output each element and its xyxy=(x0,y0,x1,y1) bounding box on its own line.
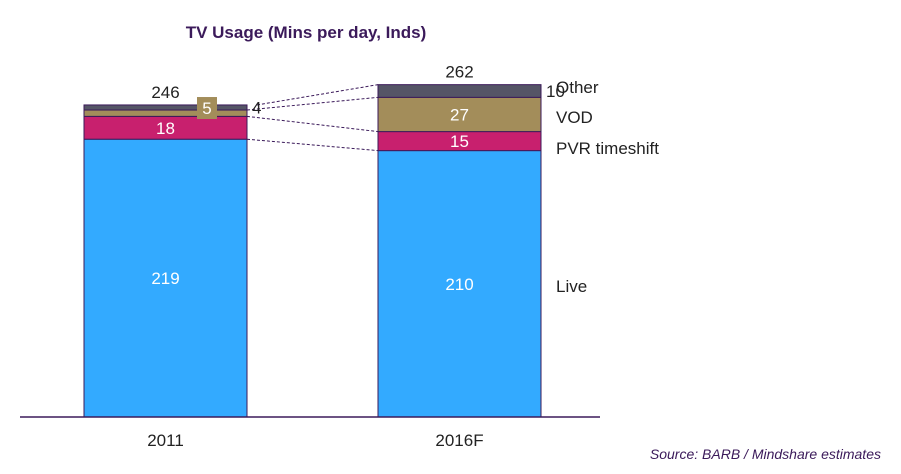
category-labels: 2011 2016F xyxy=(147,431,483,450)
legend-vod: VOD xyxy=(556,108,593,127)
bar-other-2016f xyxy=(377,84,542,98)
chart-title: TV Usage (Mins per day, Inds) xyxy=(186,23,427,42)
category-label-2011: 2011 xyxy=(147,431,184,450)
total-label-2011: 246 xyxy=(151,83,179,102)
source-note: Source: BARB / Mindshare estimates xyxy=(650,446,881,462)
seg-label-vod-2016f: 27 xyxy=(450,105,469,124)
legend-other: Other xyxy=(556,78,599,97)
seg-label-pvr-timeshift-2011: 18 xyxy=(156,119,175,138)
connector-2 xyxy=(246,115,379,133)
seg-label-live-2016f: 210 xyxy=(445,275,473,294)
seg-label-live-2011: 219 xyxy=(151,269,179,288)
legend-live: Live xyxy=(556,277,587,296)
labels-group: 246 262 219 210 18 15 5 27 4 10 xyxy=(151,63,565,294)
bar-vod-2011 xyxy=(83,109,248,117)
seg-label-other-2011: 4 xyxy=(252,98,261,117)
seg-label-vod-2011: 5 xyxy=(202,99,211,118)
seg-label-other-2016f: 10 xyxy=(546,82,565,101)
connector-3 xyxy=(246,96,379,111)
bar-vod-2016f xyxy=(377,96,542,133)
seg-label-pvr-timeshift-2016f: 15 xyxy=(450,132,469,151)
legend: Other VOD PVR timeshift Live xyxy=(556,78,659,296)
seg-label-vod-2011-box xyxy=(197,97,217,120)
category-label-2016f: 2016F xyxy=(435,431,483,450)
bar-other-2011 xyxy=(83,104,248,111)
legend-pvr-timeshift: PVR timeshift xyxy=(556,139,659,158)
bar-connectors xyxy=(246,84,379,152)
connector-1 xyxy=(246,138,379,152)
connector-top xyxy=(256,84,379,106)
bars-group xyxy=(83,84,542,418)
bar-live-2011 xyxy=(83,138,248,418)
total-label-2016f: 262 xyxy=(445,63,473,82)
